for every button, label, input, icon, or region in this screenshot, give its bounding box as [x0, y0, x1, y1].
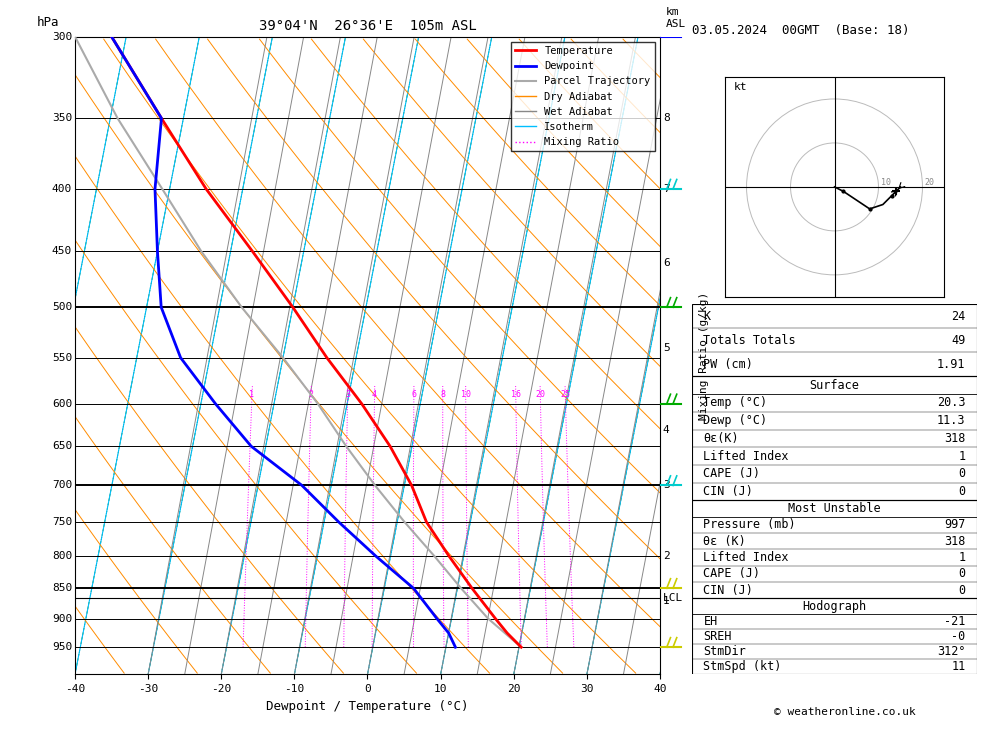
- Text: Mixing Ratio (g/kg): Mixing Ratio (g/kg): [699, 292, 709, 419]
- Text: 1.91: 1.91: [937, 358, 966, 371]
- Text: 8: 8: [440, 390, 445, 399]
- Text: 5: 5: [663, 343, 670, 353]
- Text: 20: 20: [535, 390, 545, 399]
- Text: 20.3: 20.3: [937, 397, 966, 410]
- Text: 8: 8: [663, 114, 670, 123]
- Text: 3: 3: [345, 390, 350, 399]
- Title: 39°04'N  26°36'E  105m ASL: 39°04'N 26°36'E 105m ASL: [259, 19, 476, 33]
- Text: hPa: hPa: [37, 16, 59, 29]
- Text: 900: 900: [52, 614, 72, 624]
- Text: 03.05.2024  00GMT  (Base: 18): 03.05.2024 00GMT (Base: 18): [692, 24, 910, 37]
- Text: 0: 0: [958, 567, 966, 581]
- Text: CIN (J): CIN (J): [703, 583, 753, 597]
- Text: 400: 400: [52, 184, 72, 194]
- Text: 3: 3: [663, 480, 670, 490]
- Bar: [692, 598, 977, 674]
- Text: 6: 6: [411, 390, 416, 399]
- Text: 300: 300: [52, 32, 72, 42]
- Text: 4: 4: [372, 390, 377, 399]
- Text: EH: EH: [703, 615, 718, 627]
- Text: 750: 750: [52, 517, 72, 527]
- Text: 7: 7: [663, 184, 670, 194]
- X-axis label: Dewpoint / Temperature (°C): Dewpoint / Temperature (°C): [266, 699, 469, 712]
- Text: Totals Totals: Totals Totals: [703, 334, 796, 347]
- Text: CAPE (J): CAPE (J): [703, 468, 760, 480]
- Legend: Temperature, Dewpoint, Parcel Trajectory, Dry Adiabat, Wet Adiabat, Isotherm, Mi: Temperature, Dewpoint, Parcel Trajectory…: [511, 42, 655, 152]
- Text: -21: -21: [944, 615, 966, 627]
- Text: 850: 850: [52, 583, 72, 593]
- Text: 500: 500: [52, 302, 72, 312]
- Text: 600: 600: [52, 399, 72, 409]
- Text: θε(K): θε(K): [703, 432, 739, 445]
- Text: 0: 0: [958, 468, 966, 480]
- Text: θε (K): θε (K): [703, 535, 746, 548]
- Text: SREH: SREH: [703, 630, 732, 643]
- Text: 950: 950: [52, 642, 72, 652]
- Text: © weatheronline.co.uk: © weatheronline.co.uk: [774, 707, 916, 717]
- Text: 318: 318: [944, 432, 966, 445]
- Text: 16: 16: [511, 390, 521, 399]
- Text: 312°: 312°: [937, 645, 966, 658]
- Text: Most Unstable: Most Unstable: [788, 502, 881, 515]
- Text: Dewp (°C): Dewp (°C): [703, 414, 768, 427]
- Text: Hodograph: Hodograph: [802, 600, 867, 613]
- Text: Surface: Surface: [810, 379, 859, 391]
- Text: StmSpd (kt): StmSpd (kt): [703, 660, 782, 674]
- Text: 800: 800: [52, 551, 72, 561]
- Text: 49: 49: [951, 334, 966, 347]
- Text: CIN (J): CIN (J): [703, 485, 753, 498]
- Text: Lifted Index: Lifted Index: [703, 449, 789, 463]
- Text: 2: 2: [308, 390, 313, 399]
- Text: 318: 318: [944, 535, 966, 548]
- Text: -0: -0: [951, 630, 966, 643]
- Text: 0: 0: [958, 485, 966, 498]
- Text: PW (cm): PW (cm): [703, 358, 753, 371]
- Text: 997: 997: [944, 518, 966, 531]
- Text: 1: 1: [958, 551, 966, 564]
- Text: StmDir: StmDir: [703, 645, 746, 658]
- Text: 1: 1: [958, 449, 966, 463]
- Text: 11.3: 11.3: [937, 414, 966, 427]
- Text: LCL: LCL: [663, 592, 683, 603]
- Text: 6: 6: [663, 258, 670, 268]
- Text: 700: 700: [52, 480, 72, 490]
- Bar: [692, 501, 977, 598]
- Text: CAPE (J): CAPE (J): [703, 567, 760, 581]
- Text: 1: 1: [663, 596, 670, 605]
- Text: 1: 1: [249, 390, 254, 399]
- Text: 10: 10: [881, 178, 891, 187]
- Bar: [692, 304, 977, 376]
- Text: 25: 25: [561, 390, 571, 399]
- Text: 0: 0: [958, 583, 966, 597]
- Text: 450: 450: [52, 246, 72, 257]
- Text: Temp (°C): Temp (°C): [703, 397, 768, 410]
- Text: 550: 550: [52, 353, 72, 363]
- Text: kt: kt: [733, 82, 747, 92]
- Text: 11: 11: [951, 660, 966, 674]
- Text: km
ASL: km ASL: [666, 7, 686, 29]
- Text: Lifted Index: Lifted Index: [703, 551, 789, 564]
- Text: 2: 2: [663, 551, 670, 561]
- Text: K: K: [703, 310, 711, 323]
- Text: 650: 650: [52, 441, 72, 452]
- Text: 20: 20: [925, 178, 935, 187]
- Bar: [692, 376, 977, 501]
- Text: 24: 24: [951, 310, 966, 323]
- Text: Pressure (mb): Pressure (mb): [703, 518, 796, 531]
- Text: 10: 10: [461, 390, 471, 399]
- Text: 4: 4: [663, 424, 670, 435]
- Text: 350: 350: [52, 114, 72, 123]
